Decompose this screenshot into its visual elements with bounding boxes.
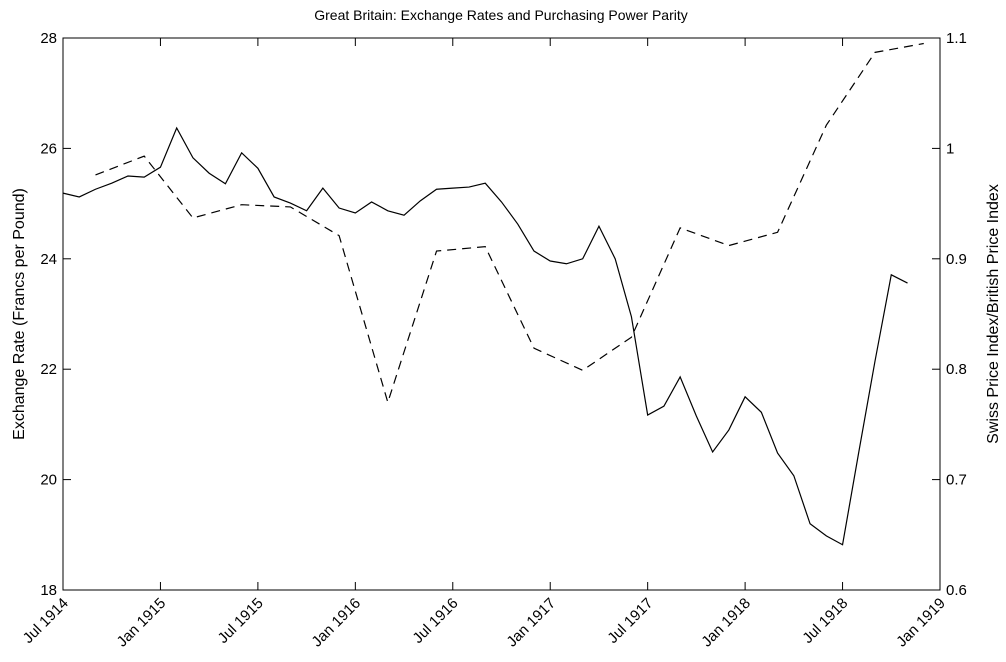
line-series	[95, 42, 924, 405]
line-series	[62, 126, 908, 546]
y2-tick-label: 0.7	[946, 472, 967, 489]
x-tick-label: Jul 1918	[799, 595, 851, 647]
y-tick-label: 24	[40, 251, 57, 268]
x-tick-label: Jul 1917	[604, 595, 656, 647]
x-tick-label: Jul 1914	[20, 595, 72, 647]
y-tick-label: 28	[40, 30, 57, 47]
y2-tick-label: 0.8	[946, 361, 967, 378]
x-tick-label: Jul 1915	[215, 595, 267, 647]
y-tick-label: 20	[40, 472, 57, 489]
y2-tick-label: 1	[946, 140, 954, 157]
y2-axis-label: Swiss Price Index/British Price Index	[985, 184, 1002, 444]
y2-tick-label: 0.6	[946, 582, 967, 599]
x-tick-label: Jan 1918	[698, 595, 754, 651]
chart-title: Great Britain: Exchange Rates and Purcha…	[314, 7, 688, 23]
x-tick-label: Jul 1916	[409, 595, 461, 647]
plot-frame	[62, 37, 941, 591]
x-tick-label: Jan 1915	[114, 595, 170, 651]
x-tick-label: Jan 1919	[893, 595, 949, 651]
y2-tick-label: 0.9	[946, 251, 967, 268]
y2-tick-label: 1.1	[946, 30, 967, 47]
y-tick-label: 22	[40, 361, 57, 378]
y-axis-label: Exchange Rate (Francs per Pound)	[11, 188, 28, 440]
x-tick-label: Jan 1916	[308, 595, 364, 651]
y-tick-label: 18	[40, 582, 57, 599]
y-tick-label: 26	[40, 140, 57, 157]
x-tick-label: Jan 1917	[503, 595, 559, 651]
